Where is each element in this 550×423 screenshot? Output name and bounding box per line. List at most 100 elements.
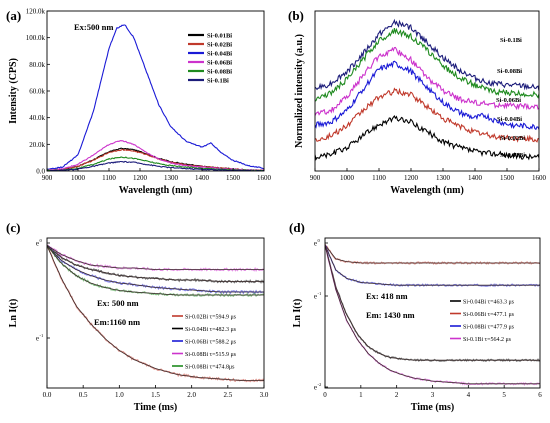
y-tick-label: e (314, 293, 317, 301)
series-line (47, 140, 264, 171)
labels-b: Si-0.1Bi Si-0.08Bi Si-0.06Bi Si-0.04Bi Si-0.… (496, 37, 525, 159)
legend-entry: Si-0.08Bi (207, 68, 232, 75)
x-axis-label: Wavelength (nm) (390, 185, 464, 196)
y-tick-exponent: 0 (318, 238, 321, 243)
x-tick-label: 1100 (102, 174, 116, 182)
y-tick-label: 40.0k (29, 114, 45, 122)
x-tick-label: 1400 (195, 174, 210, 182)
plot-frame (314, 10, 540, 172)
y-tick-exponent: -1 (40, 333, 44, 338)
x-tick-label: 3.0 (260, 391, 269, 399)
x-tick-label: 900 (310, 174, 321, 182)
series-line (47, 160, 264, 171)
annotation: Em:1160 nm (94, 317, 140, 327)
y-tick-label: 20.0k (29, 141, 45, 149)
x-tick-label: 3 (431, 391, 435, 399)
legend-entry: Si-0.1Bi τ=564.2 μs (463, 337, 512, 343)
y-tick-exponent: 0 (40, 238, 43, 243)
x-tick-label: 1200 (404, 174, 419, 182)
x-tick-label: 1300 (164, 174, 179, 182)
y-tick-label: e (36, 335, 39, 343)
y-axis-label: Normalized intensity (a.u.) (294, 34, 305, 148)
x-tick-label: 1.5 (151, 391, 160, 399)
curve-label: Si-0.1Bi (500, 37, 522, 44)
panel-label: (a) (6, 8, 21, 23)
fit-line (325, 244, 540, 361)
series-line (315, 27, 539, 102)
y-tick-label: 80.0k (29, 61, 45, 69)
x-tick-label: 2.5 (223, 391, 232, 399)
x-tick-label: 1500 (500, 174, 515, 182)
legend-entry: Si-0.08Bi τ=474.8μs (185, 364, 235, 370)
curve-label: Si-0.02Bi (500, 135, 525, 142)
series-line (315, 46, 539, 116)
annotation: Ex: 500 nm (97, 298, 139, 308)
y-tick-label: e (314, 384, 317, 392)
panel-label: (d) (289, 220, 305, 235)
y-tick-exponent: -1 (318, 291, 322, 296)
annotation: Em: 1430 nm (366, 310, 415, 320)
x-tick-label: 1 (359, 391, 363, 399)
legend-entry: Si-0.06Bi (207, 59, 232, 66)
series-line (325, 243, 540, 265)
fit-line (47, 245, 264, 296)
legend-d: Ex: 418 nm Em: 1430 nm Si-0.04Bi τ=463.3 μ… (366, 291, 515, 343)
legend-entry: Si-0.06Bi τ=477.1 μs (463, 312, 515, 318)
curve-label: Si-0.08Bi (497, 68, 522, 75)
series-line (325, 245, 540, 288)
x-axis-label: Wavelength (nm) (119, 185, 193, 196)
fit-line (47, 245, 264, 293)
x-tick-label: 900 (42, 174, 53, 182)
x-tick-label: 1600 (257, 174, 272, 182)
y-tick-label: 100.0k (26, 34, 46, 42)
y-tick-exponent: -2 (318, 382, 322, 387)
fit-line (325, 244, 540, 264)
series-group (47, 244, 264, 383)
series-line (47, 244, 264, 298)
x-tick-label: 4 (467, 391, 471, 399)
x-axis-label: Time (ms) (411, 402, 454, 413)
series-group (325, 243, 540, 387)
x-tick-label: 1600 (532, 174, 547, 182)
series-line (315, 114, 539, 161)
legend-entry: Si-0.04Bi τ=463.3 μs (463, 299, 515, 305)
x-tick-label: 0 (323, 391, 327, 399)
legend-a: Ex:500 nm Si-0.01Bi Si-0.02Bi Si-0.04Bi Si-0… (74, 22, 232, 84)
legend-entry: Si-0.02Bi (207, 41, 232, 48)
series-line (47, 156, 264, 171)
y-tick-label: 120.0k (26, 8, 46, 16)
legend-entry: Si-0.01Bi (207, 32, 232, 39)
series-line (315, 87, 539, 143)
fit-line (325, 244, 540, 286)
legend-entry: Si-0.04Bi (207, 50, 232, 57)
legend-entry: Si-0.08Bi τ=477.9 μs (463, 324, 515, 330)
x-axis-label: Time (ms) (134, 402, 177, 413)
x-tick-label: 5 (502, 391, 506, 399)
panel-1: (b) 900 1000 1100 1200 1300 1400 1500 1600 Wavele… (288, 8, 547, 196)
y-tick-label: 60.0k (29, 88, 45, 96)
curve-label: Si-0.04Bi (497, 116, 522, 123)
fit-line (47, 245, 264, 282)
series-line (315, 18, 539, 91)
x-tick-label: 1300 (436, 174, 451, 182)
legend-entry: Si-0.06Bi τ=588.2 μs (185, 339, 237, 345)
panel-label: (c) (6, 220, 20, 235)
x-tick-label: 1200 (133, 174, 148, 182)
legend-entry: Si-0.04Bi τ=482.3 μs (185, 327, 237, 333)
legend-c: Ex: 500 nm Em:1160 nm Si-0.02Bi τ=594.9 μs… (94, 298, 237, 370)
series-group (47, 24, 264, 171)
x-tick-label: 1100 (372, 174, 386, 182)
series-line (47, 24, 264, 171)
x-tick-label: 0.0 (43, 391, 52, 399)
annotation: Ex:500 nm (74, 22, 113, 32)
x-tick-label: 1000 (71, 174, 86, 182)
x-tick-label: 0.5 (79, 391, 88, 399)
fit-line (325, 244, 540, 385)
fit-line (47, 245, 264, 381)
x-tick-label: 1.0 (115, 391, 124, 399)
y-tick-label: e (314, 240, 317, 248)
curve-label: Si-0.06Bi (496, 97, 521, 104)
